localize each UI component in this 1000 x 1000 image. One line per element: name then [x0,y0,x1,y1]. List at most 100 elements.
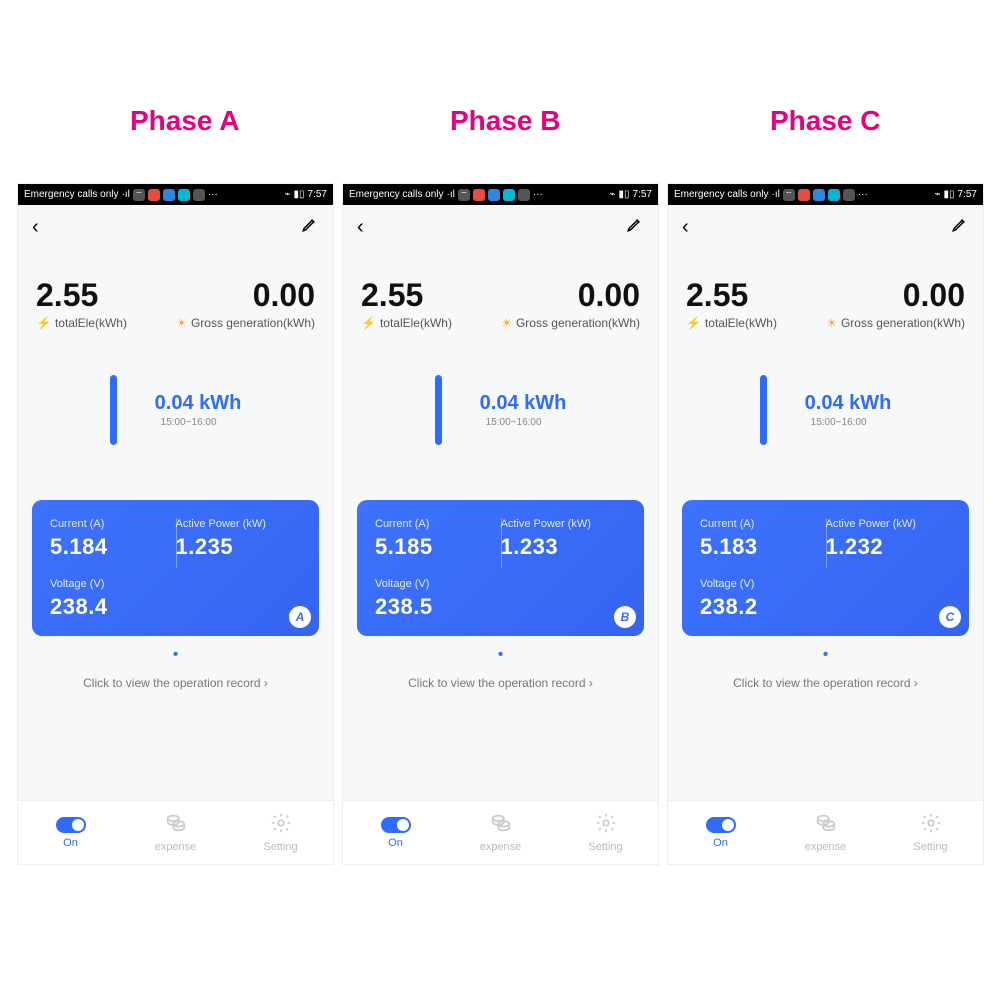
gear-icon [595,812,617,837]
total-ele-label: totalEle(kWh) [380,316,452,330]
status-time: 7:57 [308,189,327,200]
total-ele-block: 2.55 ⚡ totalEle(kWh) [361,277,452,330]
tab-expense[interactable]: expense [773,801,878,864]
more-icon: ··· [533,189,543,200]
back-button[interactable]: ‹ [682,216,689,239]
bolt-icon: ⚡ [361,316,376,330]
bolt-icon: ⚡ [686,316,701,330]
summary-row: 2.55 ⚡totalEle(kWh) 0.00 ☀Gross generati… [18,249,333,340]
current-value: 5.184 [50,534,176,560]
back-button[interactable]: ‹ [32,216,39,239]
current-label: Current (A) [700,518,826,530]
phones-row: Emergency calls only ·ıl ⌔ ··· ⌁ ▮▯ 7:57… [17,183,984,865]
tab-bar: On expense Setting [18,800,333,864]
operation-record-link[interactable]: Click to view the operation record › [18,676,333,690]
tab-expense[interactable]: expense [123,801,228,864]
status-emergency-text: Emergency calls only [24,189,118,200]
tab-on[interactable]: On [668,801,773,864]
voltage-value: 238.2 [700,594,826,620]
operation-record-link[interactable]: Click to view the operation record › [343,676,658,690]
tab-setting[interactable]: Setting [228,801,333,864]
gross-gen-label: Gross generation(kWh) [841,316,965,330]
operation-record-link[interactable]: Click to view the operation record › [668,676,983,690]
chart-time: 15:00~16:00 [486,417,542,428]
phone-screen-b: Emergency calls only ·ıl ⌔ ··· ⌁ ▮▯ 7:57… [342,183,659,865]
app-icon-red [473,189,485,201]
coins-icon [815,812,837,837]
sun-icon: ☀ [826,316,837,330]
chart-area: 0.04 kWh 15:00~16:00 [343,340,658,480]
voltage-value: 238.5 [375,594,501,620]
app-icon-red [798,189,810,201]
total-ele-value: 2.55 [36,277,127,314]
active-power-label: Active Power (kW) [176,518,302,530]
tab-expense[interactable]: expense [448,801,553,864]
app-icon-gray [193,189,205,201]
page-dot: • [668,646,983,664]
phone-screen-a: Emergency calls only ·ıl ⌔ ··· ⌁ ▮▯ 7:57… [17,183,334,865]
active-power-value: 1.232 [826,534,952,560]
gear-icon [920,812,942,837]
coins-icon [490,812,512,837]
active-power-value: 1.233 [501,534,627,560]
page-dot: • [18,646,333,664]
toggle-icon [56,817,86,833]
tab-on[interactable]: On [343,801,448,864]
total-ele-value: 2.55 [361,277,452,314]
status-time: 7:57 [958,189,977,200]
app-icon-blue [163,189,175,201]
gross-gen-block: 0.00 ☀Gross generation(kWh) [501,277,640,330]
gross-gen-label: Gross generation(kWh) [191,316,315,330]
summary-row: 2.55 ⚡totalEle(kWh) 0.00 ☀Gross generati… [343,249,658,340]
more-icon: ··· [208,189,218,200]
battery-icon: ▮▯ [294,189,305,200]
tab-expense-label: expense [480,841,522,853]
status-emergency-text: Emergency calls only [349,189,443,200]
signal-icon: ·ıl [771,189,779,200]
tab-setting-label: Setting [263,841,297,853]
wifi-icon: ⌔ [783,189,795,201]
tab-on[interactable]: On [18,801,123,864]
tab-setting[interactable]: Setting [878,801,983,864]
tab-bar: On expense Setting [668,800,983,864]
total-ele-label: totalEle(kWh) [705,316,777,330]
tab-setting-label: Setting [913,841,947,853]
summary-row: 2.55 ⚡totalEle(kWh) 0.00 ☀Gross generati… [668,249,983,340]
active-power-label: Active Power (kW) [826,518,952,530]
sun-icon: ☀ [501,316,512,330]
edit-button[interactable] [626,215,644,239]
toggle-icon [381,817,411,833]
status-bar: Emergency calls only ·ıl ⌔ ··· ⌁ ▮▯ 7:57 [18,184,333,205]
metrics-card[interactable]: Current (A) 5.185 Active Power (kW) 1.23… [357,500,644,636]
gross-gen-value: 0.00 [903,277,965,314]
tab-on-label: On [713,837,728,849]
back-button[interactable]: ‹ [357,216,364,239]
page-dot: • [343,646,658,664]
gross-gen-label: Gross generation(kWh) [516,316,640,330]
chart-time: 15:00~16:00 [811,417,867,428]
gross-gen-value: 0.00 [253,277,315,314]
voltage-label: Voltage (V) [375,578,501,590]
bolt-icon: ⚡ [36,316,51,330]
app-icon-gray [843,189,855,201]
metrics-card[interactable]: Current (A) 5.184 Active Power (kW) 1.23… [32,500,319,636]
chart-bar [760,375,767,445]
chart-value: 0.04 kWh [155,392,242,415]
total-ele-label: totalEle(kWh) [55,316,127,330]
gross-gen-block: 0.00 ☀ Gross generation(kWh) [826,277,965,330]
nav-bar: ‹ [18,205,333,249]
app-icon-gray [518,189,530,201]
chart-bar [435,375,442,445]
app-icon-cyan [828,189,840,201]
edit-button[interactable] [301,215,319,239]
metrics-card[interactable]: Current (A) 5.183 Active Power (kW) 1.23… [682,500,969,636]
chart-bar [110,375,117,445]
phase-b-label: Phase B [450,105,561,137]
tab-setting[interactable]: Setting [553,801,658,864]
chart-value: 0.04 kWh [480,392,567,415]
tab-expense-label: expense [155,841,197,853]
voltage-value: 238.4 [50,594,176,620]
edit-button[interactable] [951,215,969,239]
current-label: Current (A) [50,518,176,530]
status-emergency-text: Emergency calls only [674,189,768,200]
